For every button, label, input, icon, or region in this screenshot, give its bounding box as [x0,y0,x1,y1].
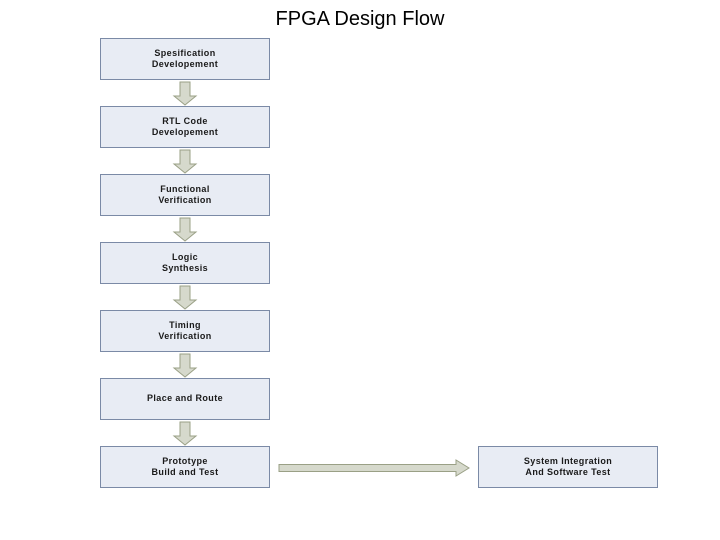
arrow-down-icon [100,352,270,378]
arrow-down-icon [100,80,270,106]
node-timing: Timing Verification [100,310,270,352]
node-rtl: RTL Code Developement [100,106,270,148]
arrow-down-icon [100,148,270,174]
node-func: Functional Verification [100,174,270,216]
arrow-down-icon [100,284,270,310]
node-sysint: System Integration And Software Test [478,446,658,488]
node-proto: Prototype Build and Test [100,446,270,488]
flow-column: Spesification Developement RTL Code Deve… [100,38,270,488]
arrow-down-icon [100,216,270,242]
arrow-right-icon [278,459,470,482]
node-pnr: Place and Route [100,378,270,420]
node-spec: Spesification Developement [100,38,270,80]
diagram-title: FPGA Design Flow [0,8,720,31]
arrow-down-icon [100,420,270,446]
node-synth: Logic Synthesis [100,242,270,284]
